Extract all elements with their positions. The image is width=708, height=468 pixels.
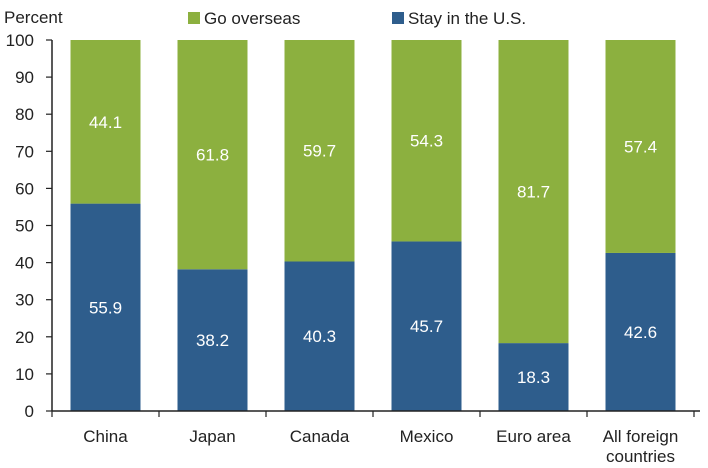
bar-stay-in-us bbox=[498, 343, 569, 411]
legend-swatch bbox=[188, 12, 200, 24]
bar-go-overseas bbox=[177, 40, 248, 270]
x-tick-label: Japan bbox=[189, 427, 235, 446]
y-tick-label: 90 bbox=[15, 68, 34, 87]
data-label: 18.3 bbox=[517, 368, 550, 387]
y-axis-label: Percent bbox=[4, 8, 63, 27]
data-label: 44.1 bbox=[89, 113, 122, 132]
bar-stay-in-us bbox=[605, 252, 676, 411]
y-tick-label: 10 bbox=[15, 365, 34, 384]
x-tick-label: countries bbox=[606, 447, 675, 466]
data-label: 61.8 bbox=[196, 146, 229, 165]
y-tick-label: 40 bbox=[15, 254, 34, 273]
y-tick-label: 80 bbox=[15, 105, 34, 124]
data-label: 42.6 bbox=[624, 323, 657, 342]
x-tick-label: China bbox=[83, 427, 128, 446]
y-tick-label: 30 bbox=[15, 291, 34, 310]
x-tick-label: Euro area bbox=[496, 427, 571, 446]
bar-stay-in-us bbox=[70, 203, 141, 411]
y-tick-label: 0 bbox=[25, 402, 34, 421]
bar-go-overseas bbox=[70, 40, 141, 204]
data-label: 81.7 bbox=[517, 183, 550, 202]
y-tick-label: 100 bbox=[6, 31, 34, 50]
data-label: 59.7 bbox=[303, 142, 336, 161]
data-label: 57.4 bbox=[624, 137, 657, 156]
bar-go-overseas bbox=[498, 40, 569, 344]
bar-stay-in-us bbox=[391, 241, 462, 411]
x-tick-label: All foreign bbox=[603, 427, 679, 446]
y-tick-label: 20 bbox=[15, 328, 34, 347]
y-tick-label: 70 bbox=[15, 142, 34, 161]
y-tick-label: 60 bbox=[15, 179, 34, 198]
bar-stay-in-us bbox=[284, 261, 355, 411]
x-tick-label: Canada bbox=[290, 427, 350, 446]
bar-go-overseas bbox=[391, 40, 462, 242]
bar-go-overseas bbox=[605, 40, 676, 253]
legend-label: Go overseas bbox=[204, 9, 300, 28]
data-label: 40.3 bbox=[303, 327, 336, 346]
x-tick-label: Mexico bbox=[400, 427, 454, 446]
legend-swatch bbox=[392, 12, 404, 24]
legend-label: Stay in the U.S. bbox=[408, 9, 526, 28]
data-label: 38.2 bbox=[196, 331, 229, 350]
data-label: 45.7 bbox=[410, 317, 443, 336]
bar-go-overseas bbox=[284, 40, 355, 262]
y-tick-label: 50 bbox=[15, 217, 34, 236]
data-label: 55.9 bbox=[89, 298, 122, 317]
data-label: 54.3 bbox=[410, 132, 443, 151]
bar-stay-in-us bbox=[177, 269, 248, 411]
